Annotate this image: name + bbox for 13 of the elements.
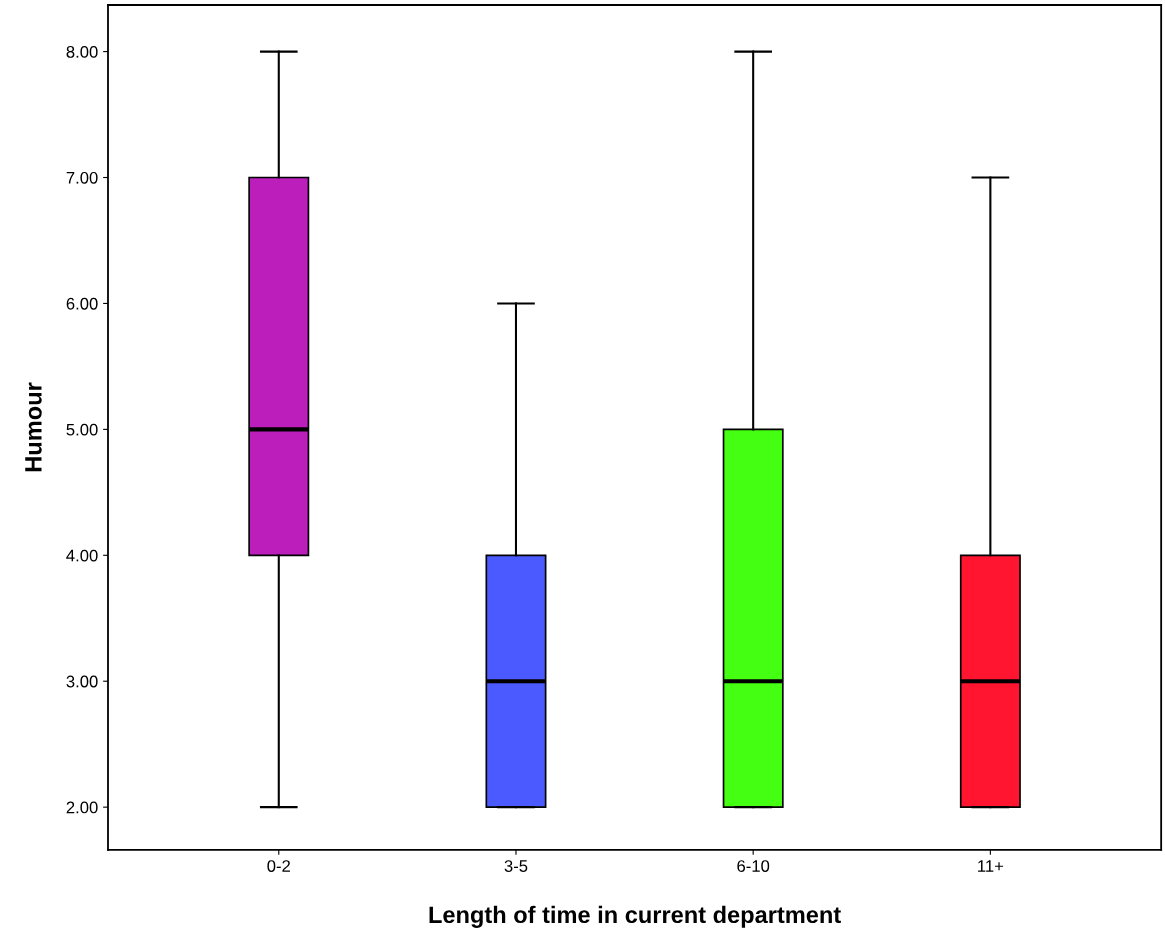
y-tick-label: 8.00 bbox=[66, 45, 98, 58]
x-tick-label: 6-10 bbox=[737, 860, 770, 872]
x-axis-title: Length of time in current department bbox=[429, 905, 841, 928]
x-tick-label: 3-5 bbox=[504, 860, 528, 872]
x-tick-label: 11+ bbox=[978, 860, 1004, 872]
y-tick-label: 2.00 bbox=[66, 801, 98, 814]
y-tick-label: 5.00 bbox=[66, 423, 98, 436]
y-tick-label: 6.00 bbox=[66, 297, 98, 310]
y-tick-label: 3.00 bbox=[66, 675, 98, 688]
y-tick-label: 4.00 bbox=[66, 549, 98, 562]
y-tick-label: 7.00 bbox=[66, 171, 98, 184]
y-axis-title: Humour bbox=[25, 382, 42, 472]
x-tick-label: 0-2 bbox=[267, 860, 290, 872]
